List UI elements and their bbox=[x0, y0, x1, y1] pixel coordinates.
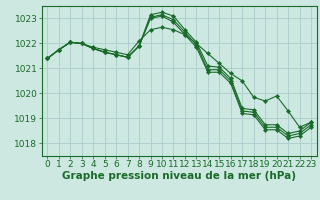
X-axis label: Graphe pression niveau de la mer (hPa): Graphe pression niveau de la mer (hPa) bbox=[62, 171, 296, 181]
